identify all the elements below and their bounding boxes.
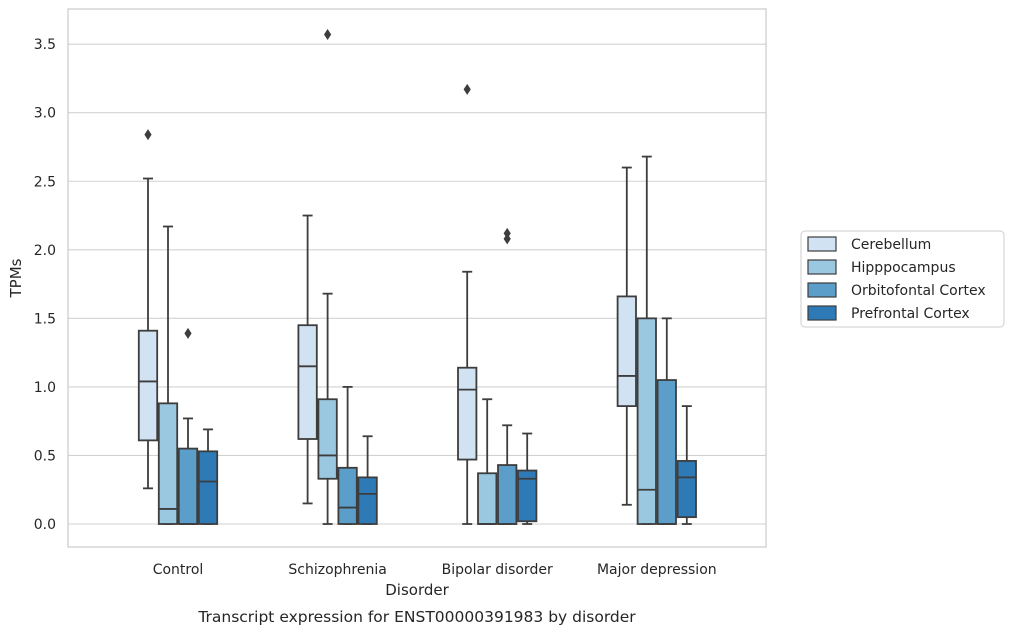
box-group bbox=[616, 155, 697, 525]
y-tick-label: 0.5 bbox=[34, 448, 56, 464]
legend-entry-label: Orbitofontal Cortex bbox=[851, 283, 986, 299]
box-iqr bbox=[497, 464, 518, 525]
x-tick-label: Schizophrenia bbox=[288, 562, 386, 578]
box-iqr bbox=[636, 317, 657, 525]
box-iqr bbox=[297, 324, 318, 440]
box-iqr bbox=[457, 366, 478, 461]
box-iqr bbox=[477, 472, 498, 525]
box-group bbox=[297, 29, 378, 525]
y-axis-ticks: 0.0 0.5 1.0 1.5 2.0 2.5 3.0 3.5 bbox=[34, 37, 56, 533]
outlier-point bbox=[463, 83, 471, 95]
box-groups bbox=[137, 29, 697, 525]
box-iqr bbox=[616, 295, 637, 407]
x-axis-label: Disorder bbox=[385, 581, 449, 599]
plot-area-frame bbox=[67, 8, 767, 548]
y-axis-label: TPMs bbox=[7, 258, 25, 298]
box-iqr bbox=[656, 379, 677, 525]
box-group bbox=[457, 83, 538, 525]
box-iqr bbox=[177, 447, 199, 525]
box-iqr bbox=[337, 466, 358, 525]
legend-swatch bbox=[807, 259, 837, 275]
y-tick-label: 1.5 bbox=[34, 311, 56, 327]
x-tick-label: Major depression bbox=[597, 562, 717, 578]
legend-entry-label: Prefrontal Cortex bbox=[851, 306, 970, 322]
box-iqr bbox=[197, 450, 219, 525]
box-iqr bbox=[137, 329, 159, 442]
box-iqr bbox=[517, 469, 538, 523]
x-tick-label: Bipolar disorder bbox=[442, 562, 553, 578]
legend-entry-label: Cerebellum bbox=[851, 237, 931, 253]
box-iqr bbox=[157, 402, 179, 525]
chart-caption: Transcript expression for ENST0000039198… bbox=[197, 608, 636, 626]
box-iqr bbox=[357, 476, 378, 525]
outlier-point bbox=[184, 327, 192, 339]
legend-swatch bbox=[807, 282, 837, 298]
outlier-point bbox=[324, 29, 332, 41]
box-iqr bbox=[317, 398, 338, 480]
y-tick-label: 2.0 bbox=[34, 243, 56, 259]
box-iqr bbox=[676, 460, 697, 519]
y-tick-label: 3.5 bbox=[34, 37, 56, 53]
x-tick-label: Control bbox=[153, 562, 204, 578]
legend-entry-label: Hipppocampus bbox=[851, 260, 956, 276]
y-tick-label: 3.0 bbox=[34, 106, 56, 122]
box-group bbox=[137, 129, 219, 525]
y-tick-label: 2.5 bbox=[34, 174, 56, 190]
legend: Cerebellum Hipppocampus Orbitofontal Corte… bbox=[800, 230, 1005, 328]
outlier-point bbox=[144, 129, 152, 141]
legend-frame bbox=[800, 230, 1005, 328]
outlier-point bbox=[503, 227, 511, 239]
y-tick-label: 1.0 bbox=[34, 380, 56, 396]
x-axis-ticks: Control Schizophrenia Bipolar disorder Majo… bbox=[153, 562, 717, 578]
y-tick-label: 0.0 bbox=[34, 517, 56, 533]
legend-swatch bbox=[807, 305, 837, 321]
legend-swatch bbox=[807, 236, 837, 252]
